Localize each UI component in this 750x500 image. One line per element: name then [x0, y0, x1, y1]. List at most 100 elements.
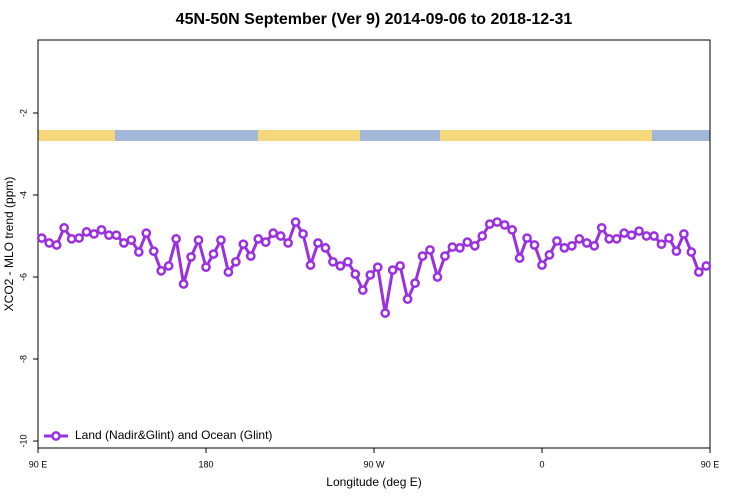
data-point [477, 231, 488, 241]
land-ocean-strip [38, 130, 710, 141]
data-point [335, 261, 346, 271]
data-point [537, 260, 547, 270]
data-point [634, 226, 644, 236]
data-point [163, 261, 174, 271]
data-point [111, 230, 122, 241]
data-point [522, 233, 532, 243]
data-point [290, 217, 301, 227]
data-point [417, 251, 428, 261]
y-tick-label: -8 [18, 355, 28, 363]
data-point [298, 229, 308, 239]
x-tick-label: 90 E [701, 459, 720, 469]
y-tick-label: -10 [18, 435, 28, 448]
data-point [641, 231, 652, 241]
data-point [596, 222, 607, 233]
x-tick-label: 0 [539, 459, 544, 469]
data-point [492, 217, 503, 227]
x-tick-label: 180 [198, 459, 213, 469]
data-point [305, 260, 316, 270]
data-point [380, 308, 391, 318]
data-point [81, 227, 92, 237]
data-point [656, 239, 667, 250]
data-point [201, 262, 211, 273]
data-point [223, 267, 234, 277]
data-point [425, 245, 435, 255]
data-point [686, 247, 697, 257]
data-point [529, 240, 540, 250]
data-point [462, 237, 473, 248]
data-point [320, 243, 331, 253]
data-point [268, 228, 279, 238]
data-point [238, 239, 249, 250]
data-point [66, 234, 77, 244]
chart-title: 45N-50N September (Ver 9) 2014-09-06 to … [176, 11, 573, 28]
data-point [626, 230, 637, 241]
data-point [447, 242, 458, 252]
data-point [59, 222, 69, 233]
data-point [283, 238, 293, 248]
data-point [574, 234, 585, 244]
data-point [365, 270, 376, 280]
legend-marker [51, 431, 61, 441]
data-point [126, 235, 137, 245]
y-tick-label: -2 [18, 109, 28, 117]
plot-frame [37, 39, 711, 449]
data-point [455, 243, 465, 253]
data-point [469, 240, 480, 251]
data-point [119, 238, 129, 248]
data-point [216, 235, 226, 245]
data-point [104, 230, 114, 241]
data-point [671, 246, 682, 257]
data-point [559, 243, 570, 253]
data-point [260, 237, 271, 248]
data-point [507, 225, 517, 235]
data-point [372, 262, 383, 273]
x-tick-label: 90 W [363, 459, 385, 469]
data-point [350, 269, 361, 279]
y-axis-label: XCO2 - MLO trend (ppm) [2, 177, 16, 312]
legend-label: Land (Nadir&Glint) and Ocean (Glint) [75, 428, 272, 442]
data-point [245, 251, 256, 261]
data-point [36, 233, 47, 243]
data-point [693, 267, 704, 277]
data-point [193, 235, 204, 245]
data-point [148, 246, 159, 257]
data-point [402, 294, 413, 305]
data-point [589, 240, 600, 251]
data-point [313, 238, 323, 248]
data-point [544, 250, 555, 260]
data-point [51, 240, 62, 250]
data-point [74, 233, 84, 243]
data-point [208, 249, 219, 259]
data-point [679, 229, 689, 239]
x-tick-label: 90 E [29, 459, 48, 469]
data-point [664, 233, 674, 243]
data-point [328, 256, 338, 267]
data-point [432, 272, 443, 282]
data-point [410, 278, 420, 289]
data-point [611, 234, 622, 244]
data-point [141, 228, 152, 238]
data-point [604, 234, 615, 244]
data-point [514, 253, 525, 263]
data-point [133, 247, 144, 257]
data-point [387, 265, 398, 275]
data-point [484, 219, 495, 229]
data-point [581, 238, 592, 248]
data-point [178, 279, 189, 289]
data-point [253, 234, 264, 244]
data-point [343, 256, 353, 267]
data-point [357, 285, 368, 295]
data-point [89, 229, 99, 239]
data-point [440, 251, 450, 261]
data-point [44, 238, 55, 248]
data-point [552, 236, 562, 246]
data-point [499, 220, 510, 230]
x-axis-label: Longitude (deg E) [326, 475, 421, 489]
data-point [156, 266, 167, 276]
data-point [619, 228, 629, 238]
y-tick-label: -6 [18, 273, 28, 281]
data-point [171, 234, 181, 244]
data-point [649, 231, 659, 241]
